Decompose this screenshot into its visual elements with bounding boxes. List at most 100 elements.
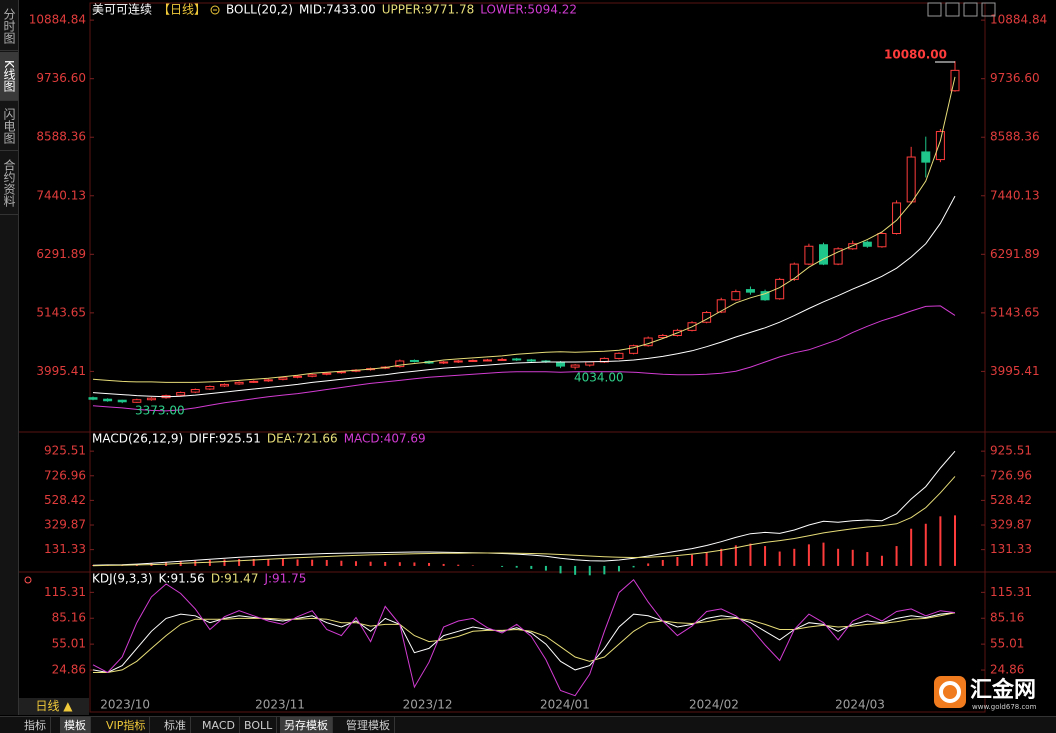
tab[interactable]: 另存模板: [280, 717, 333, 733]
low-annotation: 3373.00: [135, 404, 185, 418]
panel-title: KDJ(9,3,3): [92, 572, 153, 586]
chart: 10884.84 10884.84 9736.60 9736.60 8588.36 858…: [18, 2, 1056, 713]
y-tick-label: 3995.41: [990, 364, 1040, 378]
candle-body: [497, 358, 507, 361]
logo-icon: [934, 676, 966, 708]
candle-body: [409, 359, 419, 362]
y-tick-label: 9736.60: [990, 71, 1040, 85]
y-tick-label: 10884.84: [990, 13, 1047, 27]
tab-kline[interactable]: K线图: [0, 52, 18, 101]
candle-body: [234, 381, 244, 385]
candle-body: [249, 380, 259, 383]
candle-body: [439, 361, 449, 364]
candle-body: [556, 361, 566, 367]
y-tick-label: 329.87: [990, 518, 1032, 532]
candle-body: [731, 291, 741, 301]
y-tick-label: 329.87: [44, 518, 86, 532]
sidebar: 分时图 K线图 闪电图 合约资料: [0, 0, 19, 715]
x-tick-label: 2024/03: [835, 698, 885, 712]
icon: [210, 5, 220, 15]
toolbar-icon: [945, 2, 960, 17]
candle-body: [935, 131, 945, 161]
candle-body: [293, 375, 303, 378]
candle-body: [585, 361, 595, 366]
candle-body: [395, 360, 405, 368]
candle-body: [103, 398, 113, 402]
y-tick-label: 131.33: [990, 542, 1032, 556]
y-tick-label: 8588.36: [990, 130, 1040, 144]
y-tick-label: 726.96: [990, 468, 1032, 482]
tab[interactable]: MACD: [198, 717, 240, 733]
candle-body: [833, 248, 843, 265]
candle-body: [906, 156, 916, 203]
candle-body: [848, 243, 858, 250]
candle-body: [88, 397, 98, 400]
tab[interactable]: 模板: [60, 717, 91, 733]
y-tick-label: 55.01: [52, 637, 86, 651]
panel-icon: [24, 576, 32, 584]
indicator-line: [92, 612, 956, 674]
x-tick-label: 2023/12: [403, 698, 453, 712]
y-tick-label: 726.96: [44, 468, 86, 482]
candle-body: [570, 364, 580, 368]
tab[interactable]: 指标: [20, 717, 51, 733]
y-tick-label: 5143.65: [990, 305, 1040, 319]
y-tick-label: 6291.89: [36, 247, 86, 261]
panel-title: MACD(26,12,9): [92, 432, 183, 446]
indicator-line: [92, 76, 956, 383]
x-tick-label: 2024/01: [540, 698, 590, 712]
candle-body: [176, 392, 186, 396]
legend-entry: DEA:721.66: [267, 432, 338, 446]
candle-body: [205, 385, 215, 390]
legend-entry: MACD:407.69: [344, 432, 426, 446]
legend-entry: MID:7433.00: [299, 3, 376, 17]
x-tick-label: 2024/02: [689, 698, 739, 712]
toolbar-icon: [981, 2, 996, 17]
candle-body: [526, 359, 536, 362]
y-tick-label: 3995.41: [36, 364, 86, 378]
tab[interactable]: VIP指标: [102, 717, 151, 733]
panel-title: 美可可连续: [92, 2, 152, 17]
y-tick-label: 55.01: [990, 637, 1024, 651]
y-tick-label: 528.42: [990, 493, 1032, 507]
legend-entry: UPPER:9771.78: [382, 3, 474, 17]
logo-name: 汇金网: [970, 677, 1036, 703]
candle-body: [482, 359, 492, 362]
tab[interactable]: 标准: [160, 717, 191, 733]
y-tick-label: 9736.60: [36, 71, 86, 85]
candle-body: [789, 263, 799, 280]
legend-entry: K:91.56: [159, 572, 205, 586]
y-tick-label: 925.51: [990, 444, 1032, 458]
y-tick-label: 115.31: [44, 585, 86, 599]
tab-flash[interactable]: 闪电图: [0, 102, 18, 151]
plot-frame: [89, 2, 986, 713]
y-tick-label: 5143.65: [36, 305, 86, 319]
y-tick-label: 131.33: [44, 542, 86, 556]
candle-body: [263, 379, 273, 382]
tab-contract[interactable]: 合约资料: [0, 152, 18, 215]
candle-body: [219, 383, 229, 387]
candle-body: [716, 299, 726, 313]
legend-entry: J:91.75: [263, 572, 306, 586]
indicator-line: [92, 476, 956, 567]
candle-body: [614, 352, 624, 359]
y-tick-label: 528.42: [44, 493, 86, 507]
tab-timeshare[interactable]: 分时图: [0, 2, 18, 51]
candle-body: [819, 244, 829, 265]
period-button[interactable]: 日线 ▲: [19, 698, 89, 715]
y-tick-label: 115.31: [990, 585, 1032, 599]
y-tick-label: 10884.84: [29, 13, 86, 27]
tab[interactable]: BOLL: [240, 717, 278, 733]
candle-body: [760, 291, 770, 301]
candle-body: [745, 289, 755, 293]
tab[interactable]: 管理模板: [342, 717, 395, 733]
logo-icon: [939, 681, 961, 703]
y-tick-label: 7440.13: [36, 188, 86, 202]
candle-body: [307, 374, 317, 377]
candle-body: [921, 151, 931, 163]
logo-url: www.gold678.com: [972, 703, 1037, 711]
candle-body: [146, 397, 156, 401]
candle-body: [892, 202, 902, 235]
candle-body: [512, 358, 522, 361]
